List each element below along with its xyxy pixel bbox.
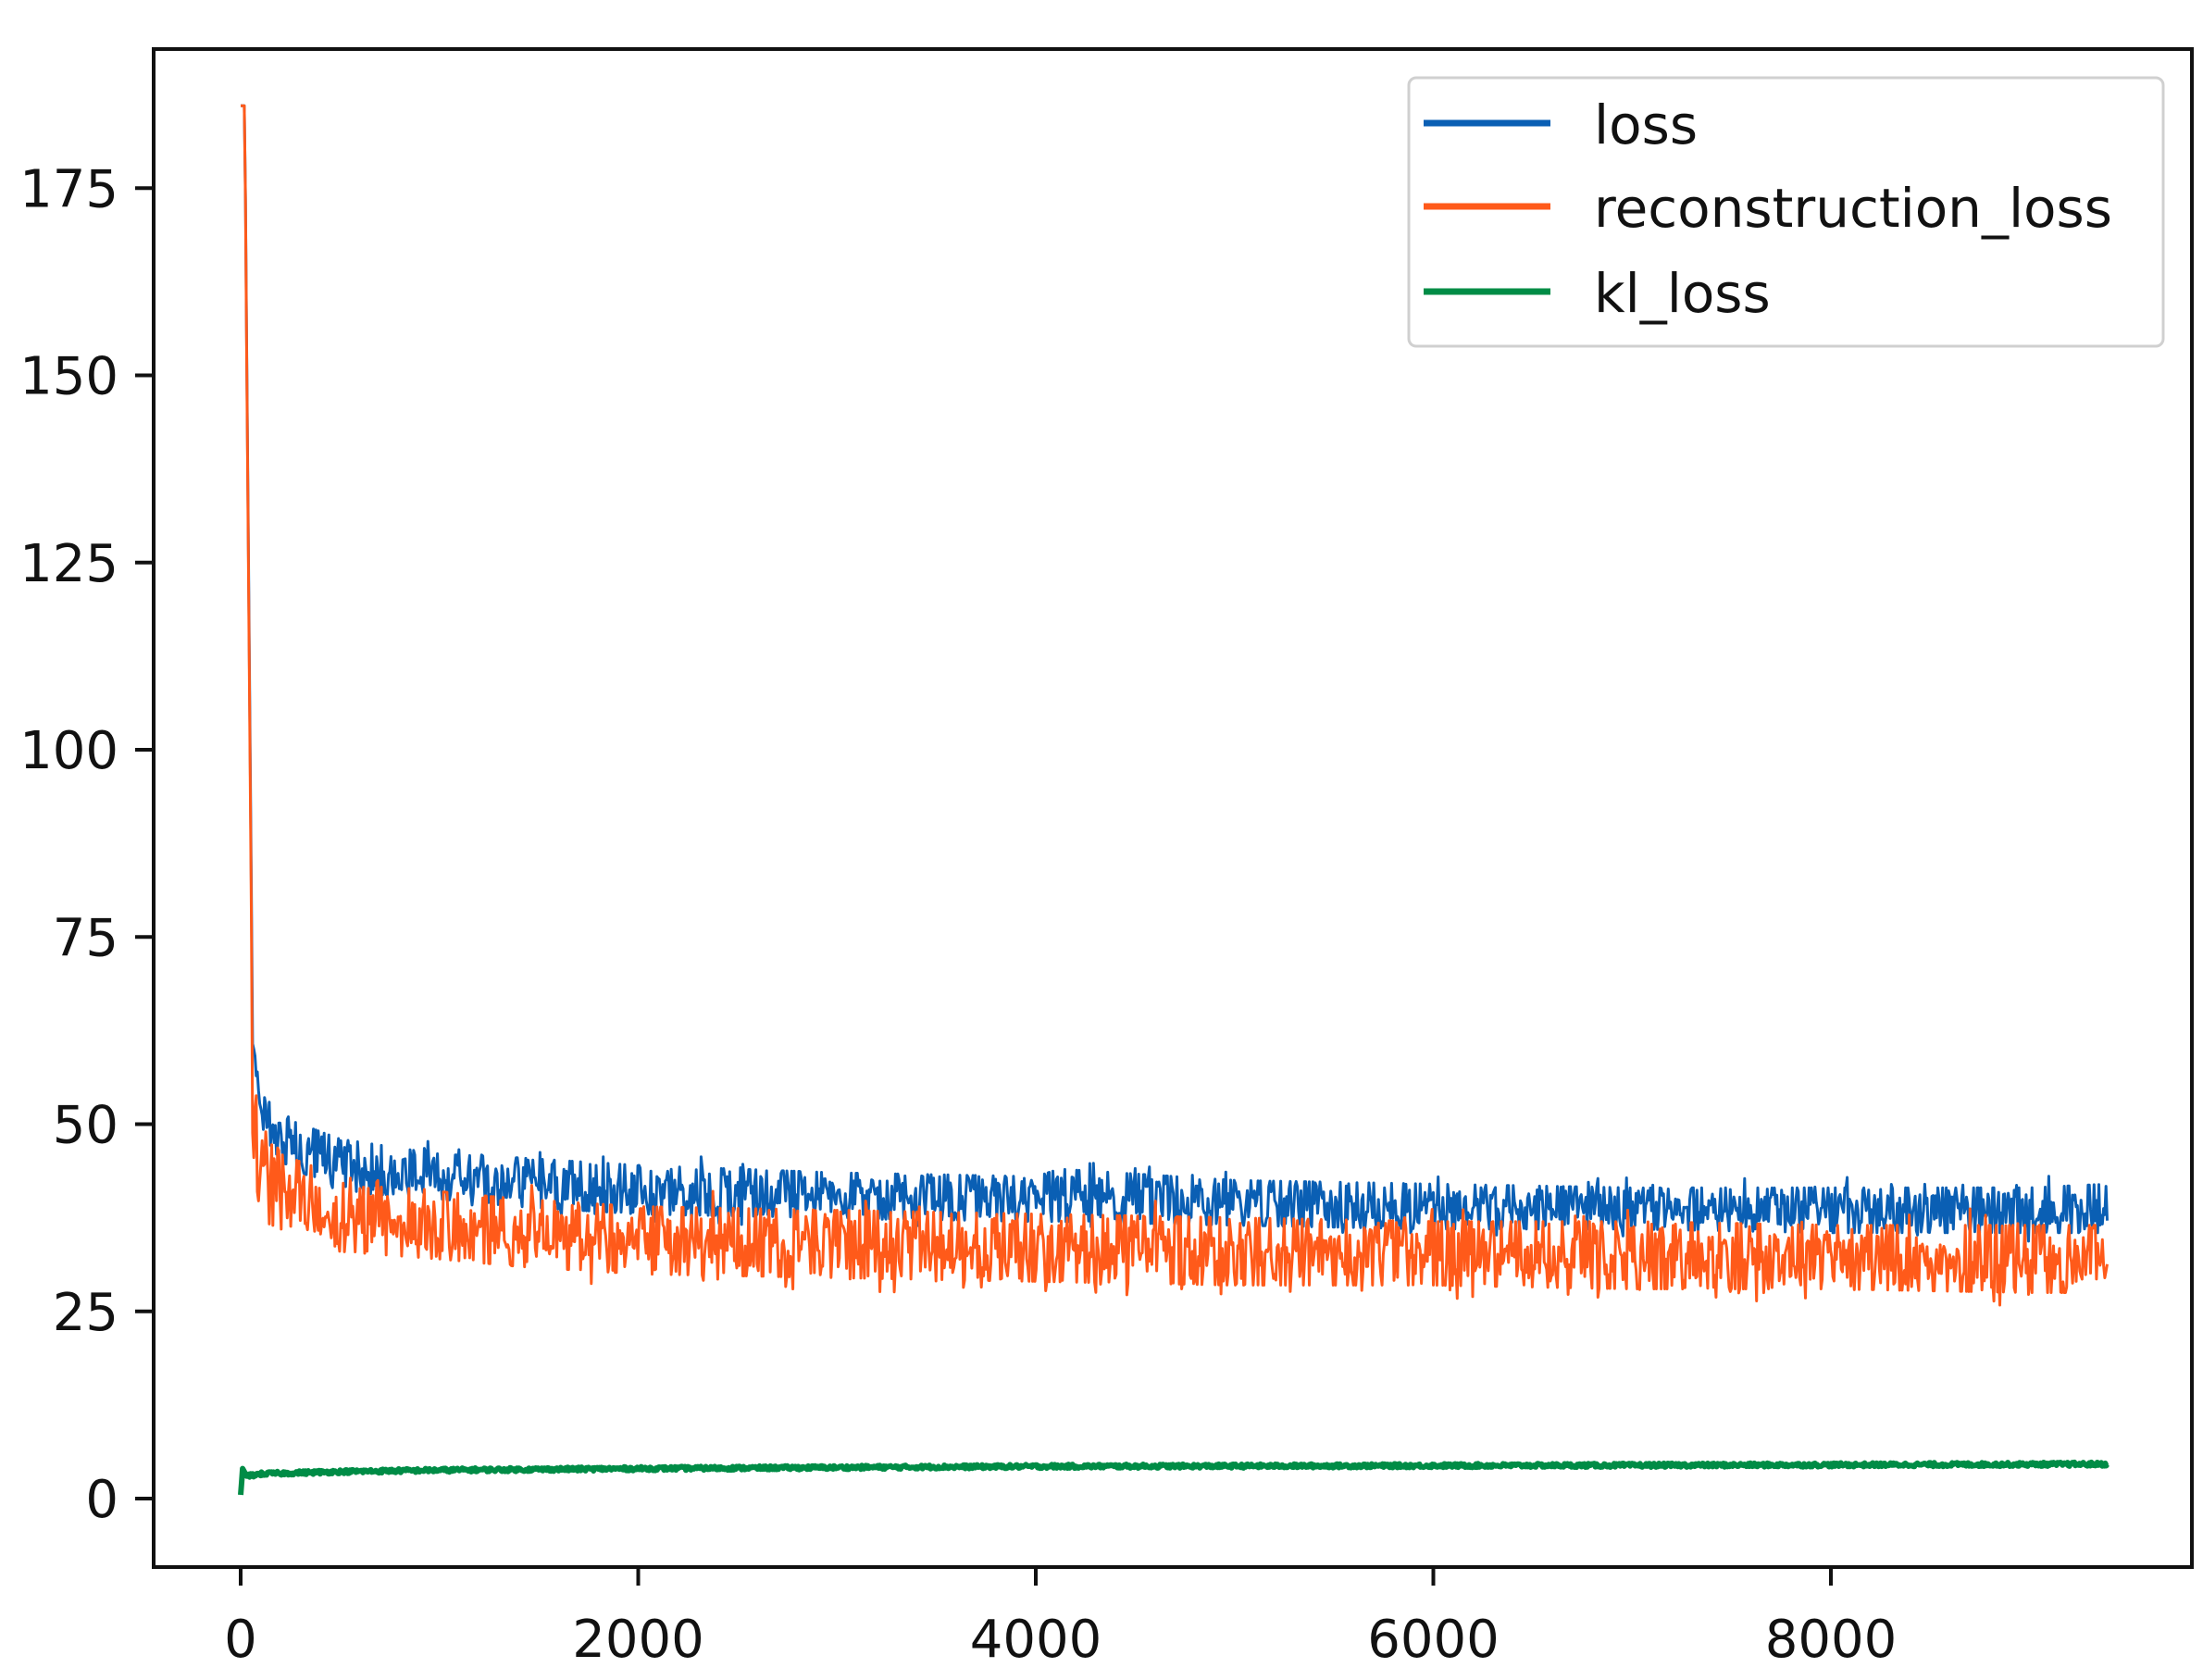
series-kl-loss — [238, 1459, 2110, 1496]
y-axis: 0 25 50 75 100 125 150 175 — [19, 159, 154, 1530]
y-tick-label: 50 — [53, 1096, 118, 1156]
y-tick-label: 150 — [19, 347, 118, 407]
legend-label-loss: loss — [1594, 93, 1698, 156]
x-tick-label: 0 — [224, 1610, 257, 1670]
legend-label-kl-loss: kl_loss — [1594, 262, 1771, 325]
x-tick-label: 4000 — [970, 1610, 1102, 1670]
y-tick-label: 0 — [85, 1470, 118, 1530]
x-tick-label: 2000 — [572, 1610, 704, 1670]
y-tick-label: 25 — [53, 1283, 118, 1343]
legend-label-reconstruction-loss: reconstruction_loss — [1594, 177, 2112, 240]
legend: loss reconstruction_loss kl_loss — [1407, 76, 2165, 348]
legend-item-reconstruction-loss: reconstruction_loss — [1424, 177, 2112, 240]
y-tick-label: 75 — [53, 908, 118, 968]
x-tick-label: 6000 — [1367, 1610, 1500, 1670]
y-tick-label: 175 — [19, 159, 118, 219]
y-tick-label: 125 — [19, 534, 118, 594]
x-axis: 0 2000 4000 6000 8000 — [224, 1567, 1897, 1670]
series-reconstruction-loss — [240, 104, 2109, 1307]
legend-item-kl-loss: kl_loss — [1424, 262, 1771, 325]
x-tick-label: 8000 — [1765, 1610, 1898, 1670]
series-loss — [240, 104, 2109, 1243]
y-tick-label: 100 — [19, 721, 118, 781]
legend-box — [1407, 76, 2165, 348]
axes-frame — [152, 47, 2194, 1569]
legend-item-loss: loss — [1424, 93, 1698, 156]
series-layer — [238, 104, 2110, 1496]
